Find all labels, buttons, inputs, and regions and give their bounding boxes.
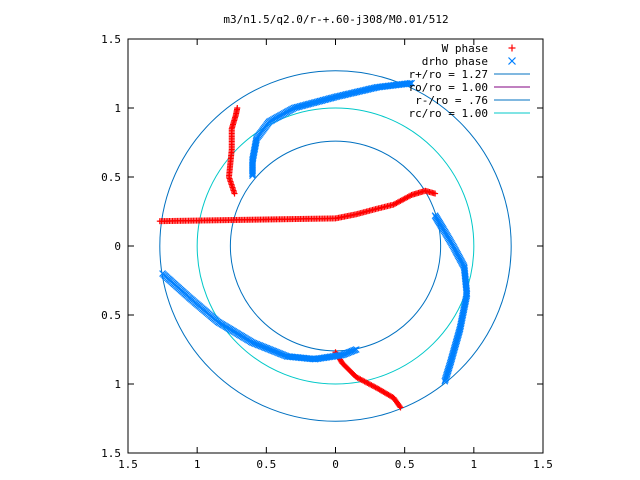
- series-curve: [159, 270, 360, 363]
- data-point: [396, 403, 403, 410]
- series-curve: [225, 105, 241, 197]
- series-curve: [249, 79, 416, 180]
- y-tick-label: 1: [114, 378, 121, 391]
- legend-label: ro/ro = 1.00: [409, 81, 488, 94]
- data-point: [156, 218, 163, 225]
- radius-circle: [159, 70, 512, 422]
- y-tick-label: 0.5: [101, 309, 121, 322]
- y-tick-label: 0.5: [101, 171, 121, 184]
- data-point: [397, 404, 404, 411]
- y-tick-label: 1.5: [101, 33, 121, 46]
- legend-marker: [508, 57, 516, 65]
- x-tick-label: 1: [194, 458, 201, 471]
- legend-label: rc/ro = 1.00: [409, 107, 488, 120]
- y-tick-label: 1: [114, 102, 121, 115]
- legend-label: W phase: [442, 42, 488, 55]
- data-point: [408, 79, 416, 87]
- legend-label: r+/ro = 1.27: [409, 68, 488, 81]
- radius-circle: [229, 140, 442, 352]
- y-tick-label: 1.5: [101, 447, 121, 460]
- x-tick-label: 0.5: [256, 458, 276, 471]
- data-point: [234, 105, 241, 111]
- x-tick-label: 1.5: [533, 458, 553, 471]
- x-tick-label: 0.5: [395, 458, 415, 471]
- series-curve: [431, 212, 471, 385]
- series-drho-phase: [159, 79, 471, 385]
- data-point: [406, 79, 414, 87]
- legend-label: r-/ro = .76: [415, 94, 488, 107]
- y-tick-label: 0: [114, 240, 121, 253]
- x-tick-label: 1.5: [118, 458, 138, 471]
- axis-ticks: 1.5 1 0.5 0 0.5 1 1.51.510.500.511.5: [101, 33, 553, 471]
- data-point: [159, 270, 167, 278]
- x-tick-label: 0: [332, 458, 339, 471]
- series-curve: [156, 187, 439, 225]
- legend-label: drho phase: [422, 55, 488, 68]
- legend-marker: [508, 44, 516, 52]
- chart-title: m3/n1.5/q2.0/r-+.60-j308/M0.01/512: [223, 13, 448, 26]
- series-w-phase: [156, 105, 439, 411]
- radius-circle: [196, 107, 475, 385]
- data-series: [156, 79, 471, 411]
- reference-circles: [159, 70, 512, 422]
- data-point: [441, 376, 449, 384]
- x-tick-label: 1: [471, 458, 478, 471]
- data-point: [441, 377, 449, 385]
- data-point: [391, 200, 398, 207]
